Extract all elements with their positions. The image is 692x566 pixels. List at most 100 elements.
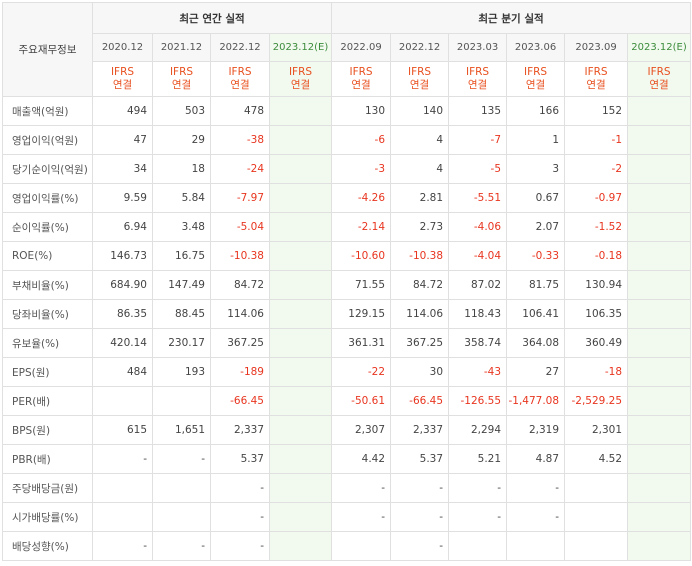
- table-cell: [506, 531, 566, 561]
- table-cell: 84.72: [390, 270, 450, 300]
- table-cell: [627, 299, 692, 329]
- table-cell: -1: [564, 125, 629, 155]
- table-cell: 86.35: [92, 299, 153, 329]
- table-cell: -126.55: [448, 386, 508, 416]
- table-cell: 16.75: [152, 241, 211, 271]
- period-header-quarter-4: 2023.09: [564, 33, 629, 62]
- table-cell: -: [210, 531, 270, 561]
- table-cell: -66.45: [390, 386, 450, 416]
- table-cell: -: [152, 531, 211, 561]
- table-cell: 6.94: [92, 212, 153, 242]
- table-cell: -4.26: [331, 183, 392, 213]
- table-cell: [268, 154, 333, 184]
- table-cell: -10.38: [210, 241, 270, 271]
- table-cell: 129.15: [331, 299, 392, 329]
- table-cell: [268, 502, 333, 532]
- table-cell: 140: [390, 96, 450, 126]
- table-cell: 114.06: [210, 299, 270, 329]
- row-label: 유보율(%): [2, 328, 93, 358]
- table-cell: -7.97: [210, 183, 270, 213]
- table-cell: 84.72: [210, 270, 270, 300]
- table-cell: -: [331, 473, 392, 503]
- table-cell: 147.49: [152, 270, 211, 300]
- accounting-basis-annual-0: IFRS 연결: [92, 61, 153, 97]
- table-cell: -2.14: [331, 212, 392, 242]
- table-cell: [331, 531, 392, 561]
- table-cell: -3: [331, 154, 392, 184]
- row-label: EPS(원): [2, 357, 93, 387]
- consolidation-type: 연결: [171, 79, 192, 91]
- table-cell: 166: [506, 96, 566, 126]
- accounting-standard: IFRS: [288, 66, 313, 78]
- table-cell: 118.43: [448, 299, 508, 329]
- table-cell: 130: [331, 96, 392, 126]
- table-cell: 152: [564, 96, 629, 126]
- row-label: 시가배당률(%): [2, 502, 93, 532]
- table-cell: 3: [506, 154, 566, 184]
- table-cell: 27: [506, 357, 566, 387]
- table-cell: -0.18: [564, 241, 629, 271]
- table-cell: [268, 473, 333, 503]
- table-cell: [268, 415, 333, 445]
- table-cell: -2: [564, 154, 629, 184]
- table-cell: 1: [506, 125, 566, 155]
- table-cell: 478: [210, 96, 270, 126]
- table-cell: -: [331, 502, 392, 532]
- table-row: 순이익률(%) 6.94 3.48 -5.04 -2.14 2.73 -4.06 2.07 -1…: [2, 212, 692, 242]
- row-label: 당좌비율(%): [2, 299, 93, 329]
- accounting-standard: IFRS: [465, 66, 490, 78]
- accounting-basis-quarter-1: IFRS 연결: [390, 61, 450, 97]
- table-cell: -: [448, 473, 508, 503]
- table-cell: -: [152, 444, 211, 474]
- period-header-annual-0: 2020.12: [92, 33, 153, 62]
- period-header-annual-2: 2022.12: [210, 33, 270, 62]
- table-row: 주당배당금(원) - - - - -: [2, 473, 692, 503]
- consolidation-type: 연결: [351, 79, 371, 91]
- table-row: 매출액(억원) 494 503 478 130 140 135 166 152: [2, 96, 692, 126]
- table-cell: 684.90: [92, 270, 153, 300]
- period-header-quarter-0: 2022.09: [331, 33, 392, 62]
- table-cell: 364.08: [506, 328, 566, 358]
- table-cell: [627, 241, 692, 271]
- table-cell: -: [390, 502, 450, 532]
- table-cell: [564, 531, 629, 561]
- accounting-standard: IFRS: [110, 66, 135, 78]
- row-label: BPS(원): [2, 415, 93, 445]
- table-cell: 4.42: [331, 444, 392, 474]
- table-cell: -2,529.25: [564, 386, 629, 416]
- table-row: EPS(원) 484 193 -189 -22 30 -43 27 -18: [2, 357, 692, 387]
- table-row: 배당성향(%) - - - -: [2, 531, 692, 561]
- table-cell: -5.51: [448, 183, 508, 213]
- table-cell: 2,307: [331, 415, 392, 445]
- table-cell: [564, 502, 629, 532]
- table-cell: 2,294: [448, 415, 508, 445]
- accounting-basis-annual-3: IFRS 연결: [268, 61, 333, 97]
- table-cell: 34: [92, 154, 153, 184]
- table-cell: 0.67: [506, 183, 566, 213]
- table-cell: 29: [152, 125, 211, 155]
- accounting-basis-quarter-2: IFRS 연결: [448, 61, 508, 97]
- row-label: PBR(배): [2, 444, 93, 474]
- table-cell: 5.21: [448, 444, 508, 474]
- table-cell: [268, 299, 333, 329]
- accounting-basis-quarter-4: IFRS 연결: [564, 61, 629, 97]
- table-cell: 2.81: [390, 183, 450, 213]
- table-cell: -50.61: [331, 386, 392, 416]
- consolidation-type: 연결: [112, 79, 133, 91]
- table-cell: [92, 502, 153, 532]
- table-cell: 2,319: [506, 415, 566, 445]
- table-cell: -: [92, 531, 153, 561]
- quarter-group-header: 최근 분기 실적: [331, 2, 692, 34]
- consolidation-type: 연결: [586, 79, 606, 91]
- table-cell: [268, 270, 333, 300]
- table-cell: [627, 386, 692, 416]
- table-cell: [268, 357, 333, 387]
- table-row: ROE(%) 146.73 16.75 -10.38 -10.60 -10.38 -4.04…: [2, 241, 692, 271]
- annual-group-header: 최근 연간 실적: [91, 2, 333, 34]
- table-cell: 2,301: [564, 415, 629, 445]
- table-row: BPS(원) 615 1,651 2,337 2,307 2,337 2,294 2,319 2…: [2, 415, 692, 445]
- table-cell: -66.45: [210, 386, 270, 416]
- table-cell: [627, 183, 692, 213]
- accounting-basis-annual-2: IFRS 연결: [210, 61, 270, 97]
- table-cell: [268, 125, 333, 155]
